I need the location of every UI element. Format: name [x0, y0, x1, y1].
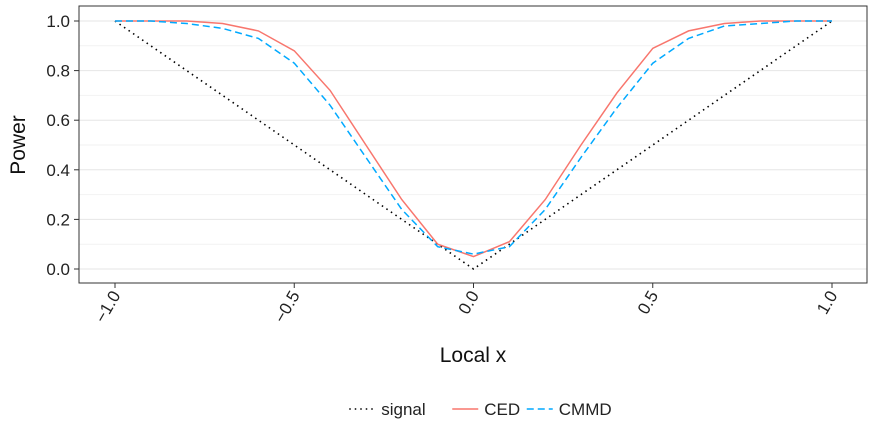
series-line-cmmd — [115, 20, 832, 255]
x-axis: −1.0 −0.5 0.0 0.5 1.0 — [91, 283, 841, 326]
x-tick-label: 0.0 — [455, 288, 483, 318]
y-axis: 0.0 0.2 0.4 0.6 0.8 1.0 — [46, 12, 79, 279]
legend-label-signal: signal — [381, 400, 425, 419]
y-tick-label: 0.6 — [46, 111, 70, 130]
x-tick-label: −0.5 — [270, 288, 303, 327]
x-tick-label: 1.0 — [813, 288, 841, 318]
x-axis-title: Local x — [440, 344, 507, 367]
y-tick-label: 0.0 — [46, 260, 70, 279]
series-line-ced — [115, 20, 832, 258]
series-line-signal — [114, 20, 833, 270]
x-tick-label: −1.0 — [91, 288, 124, 327]
y-tick-label: 0.2 — [46, 210, 70, 229]
y-tick-label: 1.0 — [46, 12, 70, 31]
y-tick-label: 0.8 — [46, 62, 70, 81]
legend: signal CED CMMD — [349, 400, 612, 419]
y-tick-label: 0.4 — [46, 161, 70, 180]
legend-label-cmmd: CMMD — [559, 400, 612, 419]
x-tick-label: 0.5 — [634, 288, 662, 318]
series-layer — [114, 20, 833, 270]
grid — [79, 20, 867, 270]
y-axis-title: Power — [7, 115, 30, 175]
legend-label-ced: CED — [484, 400, 520, 419]
